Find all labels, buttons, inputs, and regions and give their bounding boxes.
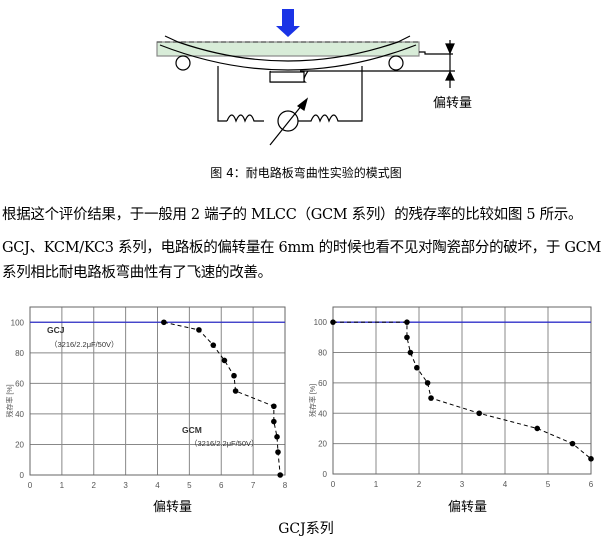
data-point bbox=[221, 357, 228, 364]
data-point bbox=[271, 403, 277, 410]
data-point bbox=[231, 372, 237, 379]
x-tick-label: 1 bbox=[374, 480, 379, 489]
chart2-xlabel: 偏转量 bbox=[448, 500, 488, 515]
data-point bbox=[196, 327, 202, 333]
data-point bbox=[271, 418, 277, 425]
data-point bbox=[210, 342, 217, 348]
data-point bbox=[588, 456, 594, 462]
y-tick-label: 20 bbox=[15, 440, 24, 449]
data-point bbox=[404, 319, 410, 325]
y-tick-label: 80 bbox=[15, 349, 24, 358]
x-tick-label: 4 bbox=[503, 480, 508, 489]
y-tick-label: 40 bbox=[318, 409, 327, 418]
coil-right bbox=[298, 114, 353, 123]
y-tick-label: 100 bbox=[314, 318, 328, 327]
down-arrow-icon bbox=[276, 9, 300, 37]
support-roller-right bbox=[388, 55, 404, 71]
data-point bbox=[476, 410, 482, 417]
bending-test-diagram bbox=[156, 9, 455, 146]
data-point bbox=[277, 472, 284, 478]
series-label: GCM bbox=[182, 425, 202, 435]
series-sublabel: （3216/2.2μF/50V） bbox=[50, 340, 119, 349]
x-tick-label: 0 bbox=[28, 481, 33, 490]
paragraph-2-line-1: GCJ、KCM/KC3 系列，电路板的偏转量在 6mm 的时候也看不见对陶瓷部分… bbox=[2, 240, 602, 256]
x-tick-label: 5 bbox=[546, 480, 551, 489]
series-sublabel: （3216/2.2μF/50V） bbox=[190, 439, 259, 448]
data-point bbox=[424, 380, 431, 386]
y-tick-label: 60 bbox=[318, 379, 327, 388]
chart1-xlabel: 偏转量 bbox=[153, 500, 193, 515]
data-point bbox=[569, 440, 576, 447]
data-point bbox=[428, 395, 434, 401]
x-tick-label: 4 bbox=[155, 481, 160, 490]
x-tick-label: 2 bbox=[92, 481, 97, 490]
data-point bbox=[330, 319, 336, 325]
x-tick-label: 8 bbox=[283, 481, 288, 490]
paragraph-1: 根据这个评价结果，于一般用 2 端子的 MLCC（GCM 系列）的残存率的比较如… bbox=[2, 207, 583, 223]
deflection-label: 偏转量 bbox=[433, 96, 473, 111]
y-tick-label: 20 bbox=[318, 440, 327, 449]
figure-caption: 图 4：耐电路板弯曲性实验的模式图 bbox=[210, 166, 402, 180]
y-tick-label: 60 bbox=[15, 379, 24, 388]
x-tick-label: 3 bbox=[123, 481, 128, 490]
data-point bbox=[275, 449, 281, 455]
y-axis-label: 残存率 [%] bbox=[308, 384, 317, 417]
data-point bbox=[232, 388, 239, 394]
x-tick-label: 7 bbox=[251, 481, 256, 490]
y-tick-label: 0 bbox=[20, 471, 25, 480]
y-tick-label: 40 bbox=[15, 410, 24, 419]
y-tick-label: 0 bbox=[323, 470, 328, 479]
series-line-gcm bbox=[333, 321, 592, 460]
data-point bbox=[414, 364, 420, 371]
data-point bbox=[407, 349, 414, 356]
series-label: GCJ bbox=[47, 325, 65, 335]
y-tick-label: 100 bbox=[11, 318, 25, 327]
x-tick-label: 6 bbox=[219, 481, 224, 490]
series-line-gcm bbox=[163, 321, 281, 476]
plot-border bbox=[29, 306, 286, 476]
bottom-caption: GCJ系列 bbox=[278, 521, 334, 537]
x-tick-label: 5 bbox=[187, 481, 192, 490]
data-point bbox=[161, 319, 167, 326]
x-tick-label: 1 bbox=[60, 481, 65, 490]
y-tick-label: 80 bbox=[318, 349, 327, 358]
plot-border bbox=[332, 306, 592, 475]
x-tick-label: 3 bbox=[460, 480, 465, 489]
coil-left bbox=[226, 114, 264, 123]
x-tick-label: 2 bbox=[417, 480, 422, 489]
paragraph-2-line-2: 系列相比耐电路板弯曲性有了飞速的改善。 bbox=[2, 265, 272, 281]
data-point bbox=[404, 334, 410, 341]
support-roller-left bbox=[175, 55, 191, 71]
y-axis-label: 残存率 [%] bbox=[5, 384, 14, 417]
data-point bbox=[534, 425, 541, 432]
circuit-board bbox=[156, 41, 420, 57]
x-tick-label: 0 bbox=[331, 480, 336, 489]
data-point bbox=[274, 434, 280, 440]
x-tick-label: 6 bbox=[589, 480, 594, 489]
